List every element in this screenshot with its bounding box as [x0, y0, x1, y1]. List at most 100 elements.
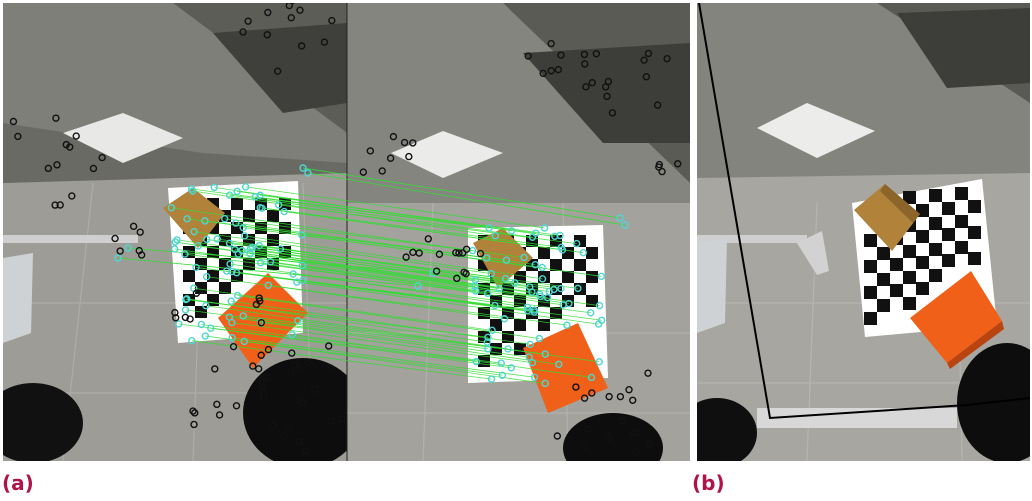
feature-matching-image	[3, 3, 690, 461]
keypoint	[244, 17, 252, 25]
keypoint	[409, 139, 417, 147]
keypoint	[254, 365, 263, 373]
keypoint	[642, 73, 651, 81]
inlier-point	[256, 203, 264, 212]
inlier-point	[523, 303, 532, 311]
keypoints	[9, 3, 682, 456]
inlier-point	[188, 336, 196, 345]
keypoint	[524, 52, 532, 60]
keypoint	[588, 78, 596, 87]
keypoint	[189, 407, 197, 415]
inlier-point	[531, 260, 539, 269]
inlier-point	[483, 289, 492, 298]
keypoint	[554, 65, 563, 74]
inlier-point	[299, 164, 307, 172]
left-photo	[3, 3, 363, 461]
match-line	[243, 227, 543, 268]
keypoint	[9, 117, 18, 126]
keypoint	[297, 42, 306, 50]
inlier-point	[222, 267, 231, 275]
inlier-point	[540, 224, 549, 232]
keypoint	[191, 409, 199, 417]
keypoint	[674, 160, 682, 168]
inlier-point	[264, 281, 273, 289]
match-line	[193, 287, 493, 331]
keypoint	[263, 31, 271, 39]
inlier-point	[226, 260, 234, 268]
caption-a: (a)	[2, 471, 34, 495]
inlier-point	[550, 285, 558, 294]
keypoint	[655, 163, 663, 171]
keypoint	[171, 308, 179, 317]
keypoint	[320, 38, 329, 46]
keypoint	[259, 388, 268, 397]
match-line	[229, 242, 530, 288]
inlier-point	[124, 244, 132, 252]
inlier-point	[543, 293, 552, 302]
match-line	[176, 239, 476, 281]
feature-matching-panel	[3, 3, 690, 461]
keypoint	[68, 192, 76, 200]
inlier-point	[502, 256, 511, 264]
keypoint	[359, 168, 367, 176]
inlier-point	[181, 306, 190, 314]
keypoint	[424, 235, 433, 243]
keypoint	[580, 50, 589, 59]
keypoint	[400, 138, 409, 147]
inlier-point	[183, 215, 191, 223]
inlier-point	[228, 318, 236, 327]
inlier-point	[485, 224, 493, 232]
inlier-point	[507, 227, 516, 235]
inlier-point	[213, 235, 221, 243]
inlier-point	[171, 238, 179, 246]
inlier-point	[525, 353, 533, 361]
keypoint	[285, 3, 293, 10]
keypoint	[98, 153, 106, 162]
keypoint	[653, 101, 662, 109]
keypoint	[211, 365, 219, 373]
inlier-point	[528, 358, 537, 367]
keypoint	[229, 342, 238, 351]
keypoint	[257, 318, 265, 327]
match-line	[241, 250, 540, 295]
keypoint	[135, 246, 143, 255]
match-line	[201, 324, 502, 364]
keypoint	[582, 83, 590, 91]
inlier-point	[256, 259, 265, 267]
keypoint	[580, 394, 589, 402]
keypoint	[89, 164, 98, 173]
inlier-point	[231, 245, 239, 254]
projection-outline	[698, 3, 1030, 420]
keypoint	[288, 349, 296, 357]
keypoint	[663, 54, 671, 63]
inlier-point	[483, 338, 491, 346]
match-line	[185, 309, 488, 350]
keypoint	[259, 383, 267, 392]
inlier-point	[233, 291, 242, 300]
inlier-point	[220, 215, 229, 223]
inlier-point	[207, 324, 215, 332]
keypoint	[581, 60, 589, 68]
inlier-point	[234, 250, 243, 258]
keypoint	[462, 269, 470, 278]
keypoint	[192, 289, 201, 297]
keypoint	[252, 300, 261, 309]
inlier-point	[251, 193, 260, 201]
inlier-point	[429, 269, 437, 277]
match-line	[229, 263, 528, 308]
inlier-point	[484, 333, 492, 341]
inlier-point	[541, 379, 549, 388]
keypoint	[405, 152, 413, 161]
match-line	[296, 281, 599, 325]
match-line	[268, 284, 568, 326]
inlier-point	[190, 227, 198, 236]
inlier-point	[239, 312, 247, 320]
keypoint	[327, 364, 335, 373]
keypoint	[295, 438, 303, 446]
keypoint	[72, 132, 80, 140]
inlier-point	[495, 284, 503, 293]
match-line	[231, 300, 531, 345]
match-line	[284, 211, 584, 254]
inlier-point	[586, 309, 595, 317]
keypoint	[310, 386, 319, 394]
